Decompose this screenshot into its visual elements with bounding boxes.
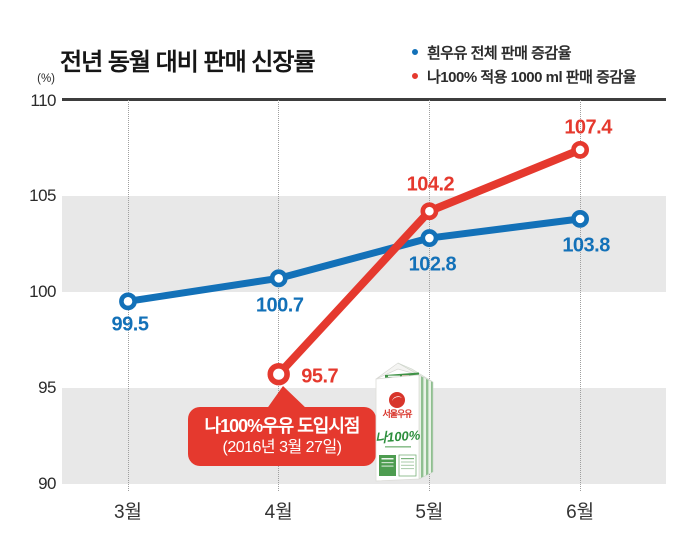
grid-band: [62, 195, 666, 292]
carton-brand-text: 서울우유: [382, 408, 412, 419]
data-point-marker: [420, 202, 439, 221]
data-point-marker: [119, 292, 137, 311]
carton-panel-line: [401, 458, 414, 460]
data-value-label: 107.4: [564, 116, 612, 139]
y-axis-label: 100: [29, 282, 56, 302]
data-value-label: 100.7: [255, 294, 304, 317]
data-point-marker: [267, 363, 290, 386]
data-point-marker: [269, 269, 288, 288]
y-axis-label: 105: [29, 186, 56, 206]
top-axis-line: [62, 98, 666, 101]
legend: 흰우유 전체 판매 증감율 나100% 적용 1000 ml 판매 증감율: [412, 40, 636, 88]
series-line: [124, 215, 584, 305]
carton-front: [375, 374, 420, 482]
page-title: 전년 동월 대비 판매 신장률: [60, 49, 316, 76]
callout-title: 나100%우유 도입시점: [204, 416, 361, 437]
callout-date: (2016년 3월 27일): [222, 438, 343, 456]
carton-panel-line: [381, 465, 394, 467]
brand-logo-swirl: [392, 396, 402, 401]
data-value-label: 104.2: [406, 173, 455, 196]
carton-banner-text: [388, 375, 400, 377]
milk-carton-image: 서울우유 나100%: [375, 362, 434, 482]
y-axis-label: 90: [38, 474, 56, 493]
x-axis-label: 5월: [415, 502, 444, 523]
data-point-marker: [571, 209, 589, 228]
y-axis-label: 110: [30, 90, 56, 110]
blue-ring-icon: [412, 49, 418, 55]
carton-product-text: 나100%: [375, 427, 422, 445]
gridline-vertical: [428, 100, 430, 491]
x-axis-label: 6월: [566, 502, 595, 523]
data-value-label: 99.5: [111, 313, 149, 336]
data-value-label: 95.7: [301, 365, 339, 388]
carton-panel-line: [401, 464, 414, 466]
carton-gable-side: [397, 362, 434, 383]
x-axis-label: 3월: [113, 502, 143, 523]
gridline-vertical: [579, 100, 581, 491]
data-point-marker: [571, 140, 589, 159]
brand-logo-icon: [389, 392, 405, 408]
legend-label: 흰우유 전체 판매 증감율: [427, 44, 572, 62]
red-ring-icon: [412, 73, 418, 79]
carton-panel-line: [381, 458, 394, 460]
carton-panel-line: [401, 468, 414, 470]
legend-item-blue: 흰우유 전체 판매 증감율: [412, 40, 636, 64]
data-value-label: 103.8: [562, 234, 610, 257]
carton-panel-line: [381, 462, 394, 464]
y-axis-unit: (%): [37, 73, 55, 85]
carton-side: [418, 374, 434, 480]
legend-item-red: 나100% 적용 1000 ml 판매 증감율: [412, 64, 636, 88]
data-point-marker: [420, 229, 439, 247]
carton-subtext: [385, 446, 411, 448]
callout-pointer: [266, 386, 308, 410]
legend-label: 나100% 적용 1000 ml 판매 증감율: [427, 68, 636, 86]
x-axis-label: 4월: [264, 502, 293, 523]
gridline-vertical: [278, 100, 280, 491]
data-value-label: 102.8: [408, 253, 457, 276]
y-axis-label: 95: [38, 378, 56, 398]
carton-panel-line: [401, 461, 414, 463]
annotation-callout: 나100%우유 도입시점 (2016년 3월 27일): [188, 407, 376, 466]
